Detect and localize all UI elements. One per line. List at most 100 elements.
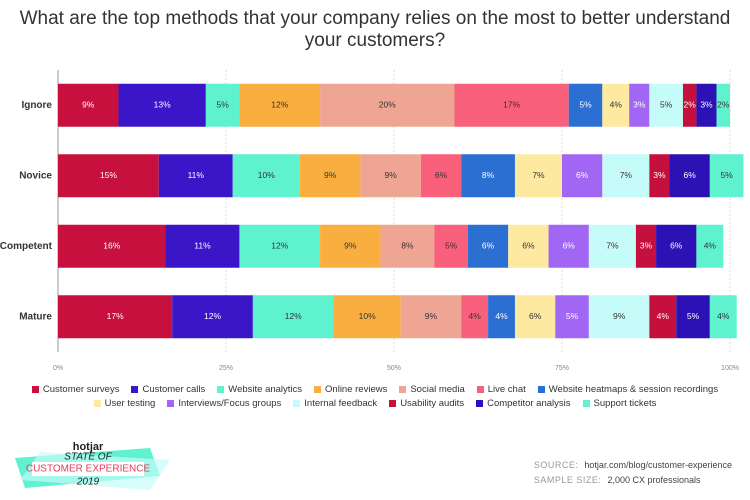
legend: Customer surveys Customer calls Website an… [15, 384, 735, 409]
data-label: 9% [384, 170, 397, 180]
report-badge: hotjar STATE OF CUSTOMER EXPERIENCE 2019 [15, 441, 170, 490]
bar-segment [635, 224, 657, 268]
bar-segment [696, 83, 717, 127]
bar-segment [649, 295, 677, 339]
legend-item: Competitor analysis [476, 398, 571, 409]
legend-item: User testing [93, 398, 156, 409]
legend-item: Live chat [476, 384, 526, 395]
legend-label: Customer surveys [42, 384, 120, 395]
bar-segment [239, 224, 321, 268]
bar-segment [205, 83, 240, 127]
bar-segment [555, 295, 589, 339]
bar-segment [461, 295, 489, 339]
bar-segment [602, 154, 650, 198]
legend-item: Customer surveys [31, 384, 120, 395]
legend-label: Online reviews [325, 384, 388, 395]
bar-segment [548, 224, 589, 268]
data-label: 20% [379, 100, 396, 110]
data-label: 16% [103, 241, 120, 251]
data-label: 6% [563, 241, 576, 251]
data-label: 4% [717, 311, 730, 321]
legend-item: Usability audits [389, 398, 464, 409]
legend-label: Interviews/Focus groups [178, 398, 282, 409]
bar-segment [676, 295, 710, 339]
data-label: 5% [687, 311, 700, 321]
data-label: 8% [401, 241, 414, 251]
legend-item: Social media [399, 384, 465, 395]
data-label: 12% [204, 311, 221, 321]
legend-swatch [476, 386, 484, 393]
sample-row: SAMPLE SIZE: 2,000 CX professionals [534, 473, 732, 488]
bar-segment [588, 224, 636, 268]
data-label: 4% [610, 100, 623, 110]
data-label: 3% [653, 170, 666, 180]
bar-segment [602, 83, 630, 127]
bar-segment [360, 154, 421, 198]
bar-segment [172, 295, 253, 339]
bar-segment [380, 224, 435, 268]
bar-segment [461, 154, 515, 198]
legend-label: User testing [104, 398, 156, 409]
legend-swatch [167, 400, 175, 407]
source: hotjar.com/blog/customer-experience [584, 460, 732, 470]
data-label: 6% [576, 170, 589, 180]
sample: 2,000 CX professionals [607, 475, 701, 485]
badge-line: STATE OF [64, 452, 112, 463]
legend-label: Customer calls [142, 384, 206, 395]
data-label: 9% [425, 311, 438, 321]
legend-label: Usability audits [400, 398, 465, 409]
legend-swatch [93, 400, 101, 407]
data-label: 5% [445, 241, 458, 251]
legend-swatch [582, 400, 590, 407]
bar-segment [488, 295, 515, 339]
bar-segment [562, 154, 603, 198]
legend-label: Social media [410, 384, 465, 395]
bar-segment [252, 295, 334, 339]
bar-segment [709, 154, 744, 198]
bar-segment [58, 295, 173, 339]
data-label: 9% [82, 100, 95, 110]
legend-swatch [314, 386, 322, 393]
x-tick-label: 50% [387, 365, 401, 372]
data-label: 6% [670, 241, 683, 251]
legend-label: Internal feedback [304, 398, 378, 409]
data-label: 10% [359, 311, 376, 321]
legend-item: Support tickets [582, 398, 656, 409]
y-tick-label: Novice [19, 170, 52, 181]
source-row: SOURCE: hotjar.com/blog/customer-experien… [534, 458, 732, 473]
data-label: 7% [606, 241, 619, 251]
data-label: 4% [495, 311, 508, 321]
data-label: 2% [717, 100, 730, 110]
data-label: 4% [468, 311, 481, 321]
legend-item: Interviews/Focus groups [167, 398, 281, 409]
bar-segment [649, 154, 670, 198]
x-tick-label: 100% [721, 365, 739, 372]
x-tick-label: 25% [219, 365, 233, 372]
legend-item: Customer calls [131, 384, 205, 395]
bar-segment [299, 154, 361, 198]
legend-label: Website analytics [228, 384, 303, 395]
legend-swatch [293, 400, 301, 407]
y-tick-label: Ignore [21, 100, 52, 111]
bar-segment [58, 224, 166, 268]
legend-item: Internal feedback [293, 398, 377, 409]
badge-year: 2019 [76, 477, 100, 488]
data-label: 12% [271, 100, 288, 110]
bar-segment [454, 83, 569, 127]
bar-segment [649, 83, 683, 127]
bar-segment [165, 224, 240, 268]
data-label: 3% [633, 100, 646, 110]
data-label: 5% [660, 100, 673, 110]
badge-box [32, 462, 144, 476]
legend-item: Online reviews [314, 384, 387, 395]
data-label: 2% [684, 100, 697, 110]
y-tick-label: Mature [19, 311, 52, 322]
legend-swatch [131, 386, 139, 393]
bar-segment [588, 295, 650, 339]
sample-label: SAMPLE SIZE: [533, 475, 602, 485]
bar-segment [434, 224, 468, 268]
bar-segment [629, 83, 650, 127]
bar-segment [118, 83, 206, 127]
